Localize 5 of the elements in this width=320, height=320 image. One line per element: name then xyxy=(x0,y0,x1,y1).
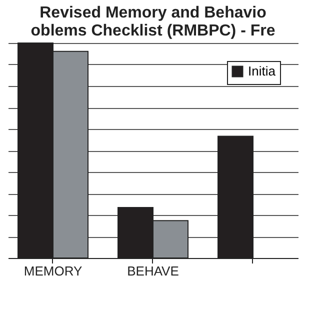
x-tick-label: MEMORY xyxy=(24,264,82,278)
x-tick-label: BEHAVE xyxy=(127,264,180,278)
legend-label: Initia xyxy=(248,64,276,78)
text: oblems Checklist (RMBPC) - Fre xyxy=(30,22,276,40)
text: Revised Memory and Behavio xyxy=(40,4,266,22)
